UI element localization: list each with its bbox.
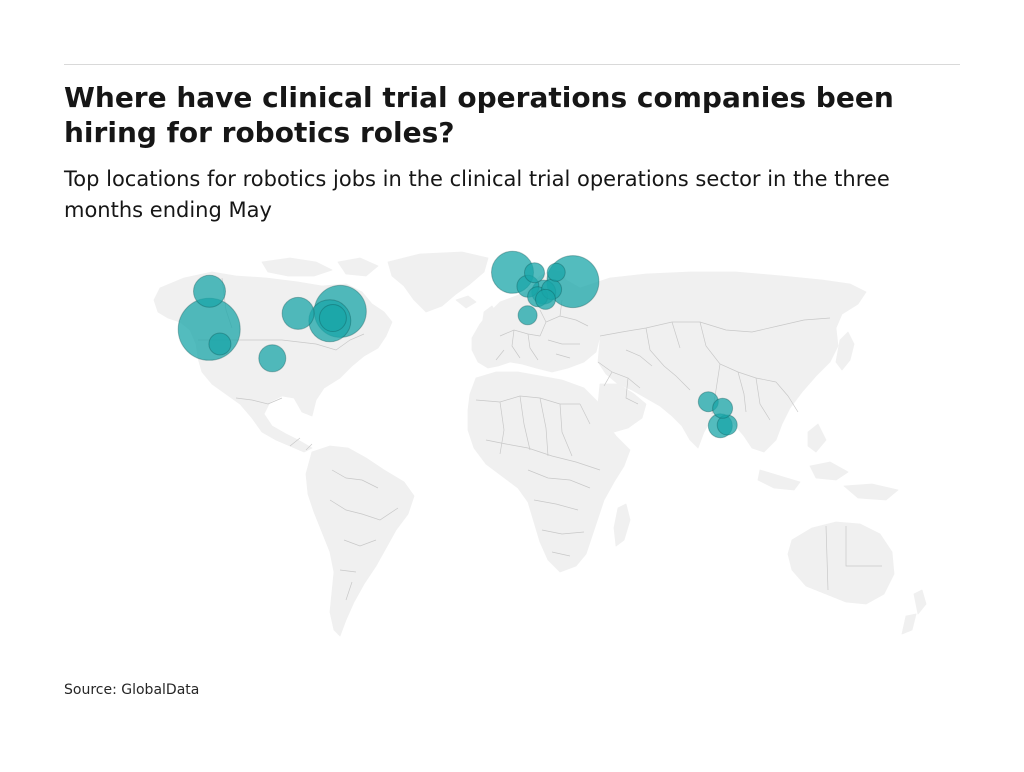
borders-europe	[495, 299, 589, 361]
bubble-layer	[177, 250, 738, 439]
top-rule	[64, 64, 960, 65]
location-bubble	[193, 274, 226, 308]
location-bubble	[258, 344, 287, 373]
location-bubble	[517, 305, 538, 326]
borders-south-america	[329, 469, 399, 601]
land-asia	[579, 271, 867, 453]
land-greenland	[387, 251, 489, 313]
location-bubble	[712, 397, 734, 419]
source-note: Source: GlobalData	[64, 682, 200, 698]
land-africa	[467, 371, 631, 573]
land-australia	[787, 521, 895, 605]
location-bubble	[318, 304, 347, 332]
country-borders	[198, 277, 882, 601]
land-uk	[481, 305, 499, 337]
land-iceland	[455, 295, 477, 309]
land-layer	[153, 251, 927, 637]
borders-asia	[599, 317, 831, 421]
location-bubble	[208, 332, 232, 356]
chart-title: Where have clinical trial operations com…	[64, 81, 894, 149]
border-us-canada	[198, 333, 365, 351]
land-se-asia-islands	[757, 423, 899, 501]
location-bubble	[546, 262, 566, 282]
land-madagascar	[613, 503, 631, 547]
location-bubble	[281, 296, 315, 330]
land-new-zealand	[901, 589, 927, 635]
location-bubble	[524, 262, 545, 284]
borders-middle-east	[597, 361, 641, 405]
land-south-america	[305, 445, 415, 637]
border-australia	[825, 525, 882, 591]
land-japan	[835, 331, 855, 371]
location-bubble	[535, 288, 556, 310]
land-arctic-islands	[261, 257, 379, 277]
borders-africa	[475, 395, 601, 557]
border-us-mexico	[235, 397, 283, 405]
borders-central-america	[289, 437, 313, 451]
chart-subtitle: Top locations for robotics jobs in the c…	[64, 167, 890, 222]
